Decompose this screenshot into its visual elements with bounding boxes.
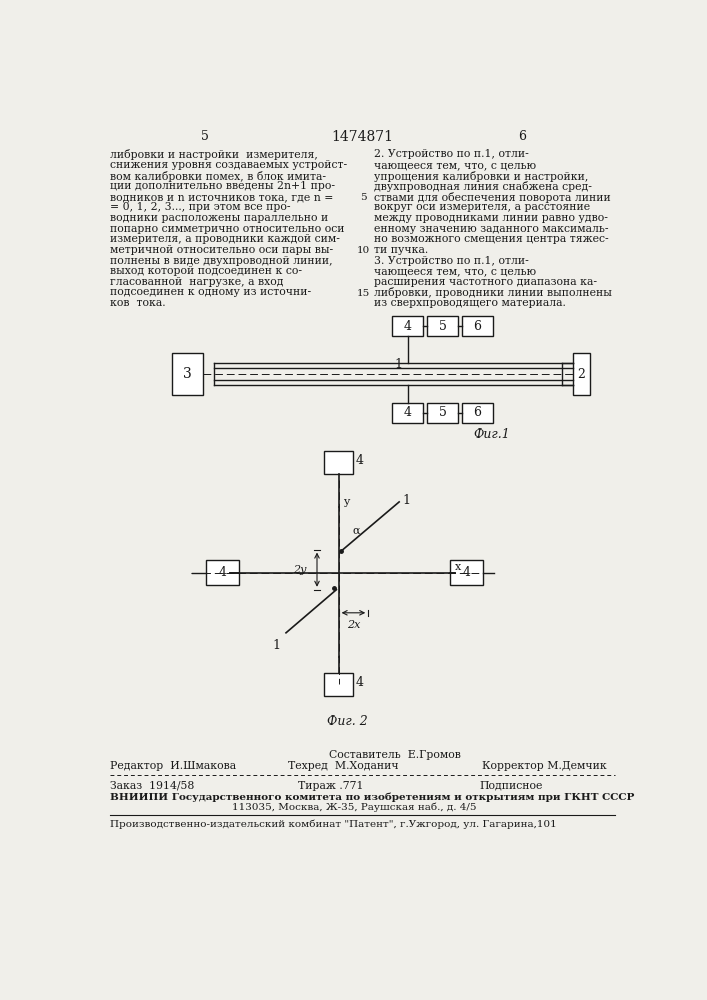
Text: ВНИИПИ Государственного комитета по изобретениям и открытиям при ГКНТ СССР: ВНИИПИ Государственного комитета по изоб…	[110, 793, 634, 802]
Text: x: x	[455, 562, 461, 572]
Text: Подписное: Подписное	[480, 781, 543, 791]
Text: ствами для обеспечения поворота линии: ствами для обеспечения поворота линии	[373, 192, 610, 203]
Text: α: α	[353, 525, 360, 535]
Text: 5: 5	[360, 193, 367, 202]
Bar	[450, 560, 483, 585]
Text: Корректор М.Демчик: Корректор М.Демчик	[482, 761, 607, 771]
Bar	[324, 451, 354, 474]
Text: 5: 5	[201, 130, 209, 143]
Text: ков  тока.: ков тока.	[110, 298, 165, 308]
Text: 4: 4	[404, 406, 411, 419]
Text: Тираж .771: Тираж .771	[298, 781, 363, 791]
Bar	[573, 353, 590, 395]
Text: 5: 5	[438, 406, 447, 419]
Text: енному значению заданного максималь-: енному значению заданного максималь-	[373, 224, 608, 234]
Text: 2x: 2x	[346, 620, 360, 630]
Text: 1: 1	[395, 358, 402, 371]
Text: Редактор  И.Шмакова: Редактор И.Шмакова	[110, 761, 236, 771]
Bar	[392, 403, 423, 423]
Text: 2y: 2y	[293, 565, 307, 575]
Bar	[427, 316, 458, 336]
Bar	[172, 353, 203, 395]
Text: 1: 1	[273, 639, 281, 652]
Text: 4: 4	[462, 566, 471, 579]
Text: двухпроводная линия снабжена сред-: двухпроводная линия снабжена сред-	[373, 181, 592, 192]
Text: 10: 10	[357, 246, 370, 255]
Text: = 0, 1, 2, 3..., при этом все про-: = 0, 1, 2, 3..., при этом все про-	[110, 202, 291, 212]
Text: Фиг. 2: Фиг. 2	[327, 715, 368, 728]
Text: Производственно-издательский комбинат "Патент", г.Ужгород, ул. Гагарина,101: Производственно-издательский комбинат "П…	[110, 819, 557, 829]
Text: 4: 4	[356, 676, 363, 689]
Text: расширения частотного диапазона ка-: расширения частотного диапазона ка-	[373, 277, 597, 287]
Text: между проводниками линии равно удво-: между проводниками линии равно удво-	[373, 213, 607, 223]
Text: 113035, Москва, Ж-35, Раушская наб., д. 4/5: 113035, Москва, Ж-35, Раушская наб., д. …	[232, 803, 477, 812]
Text: 4: 4	[404, 320, 411, 333]
Text: 1474871: 1474871	[331, 130, 393, 144]
Text: гласованной  нагрузке, а вход: гласованной нагрузке, а вход	[110, 277, 284, 287]
Bar	[427, 403, 458, 423]
Text: попарно симметрично относительно оси: попарно симметрично относительно оси	[110, 224, 344, 234]
Text: чающееся тем, что, с целью: чающееся тем, что, с целью	[373, 160, 536, 170]
Text: упрощения калибровки и настройки,: упрощения калибровки и настройки,	[373, 171, 588, 182]
Text: 5: 5	[438, 320, 447, 333]
Text: водники расположены параллельно и: водники расположены параллельно и	[110, 213, 328, 223]
Text: метричной относительно оси пары вы-: метричной относительно оси пары вы-	[110, 245, 333, 255]
Text: 6: 6	[474, 320, 481, 333]
Text: 6: 6	[518, 130, 527, 143]
Text: вокруг оси измерителя, а расстояние: вокруг оси измерителя, а расстояние	[373, 202, 590, 212]
Text: чающееся тем, что, с целью: чающееся тем, что, с целью	[373, 266, 536, 276]
Text: либровки и настройки  измерителя,: либровки и настройки измерителя,	[110, 149, 318, 160]
Text: но возможного смещения центра тяжес-: но возможного смещения центра тяжес-	[373, 234, 608, 244]
Text: 6: 6	[474, 406, 481, 419]
Bar	[462, 316, 493, 336]
Bar	[324, 673, 354, 696]
Text: 3: 3	[183, 367, 192, 381]
Text: водников и n источников тока, где n =: водников и n источников тока, где n =	[110, 192, 334, 202]
Text: Составитель  Е.Громов: Составитель Е.Громов	[329, 750, 460, 760]
Text: измерителя, а проводники каждой сим-: измерителя, а проводники каждой сим-	[110, 234, 340, 244]
Text: 2: 2	[578, 368, 585, 381]
Text: 4: 4	[356, 454, 363, 467]
Text: 4: 4	[218, 566, 226, 579]
Bar	[462, 403, 493, 423]
Text: ти пучка.: ти пучка.	[373, 245, 428, 255]
Text: 2. Устройство по п.1, отли-: 2. Устройство по п.1, отли-	[373, 149, 528, 159]
Text: вом калибровки помех, в блок имита-: вом калибровки помех, в блок имита-	[110, 171, 326, 182]
Bar	[392, 316, 423, 336]
Text: 1: 1	[402, 494, 410, 507]
Text: Техред  М.Ходанич: Техред М.Ходанич	[288, 761, 399, 771]
Text: Фиг.1: Фиг.1	[474, 428, 510, 441]
Text: 15: 15	[357, 289, 370, 298]
Text: Заказ  1914/58: Заказ 1914/58	[110, 781, 194, 791]
Text: ции дополнительно введены 2n+1 про-: ции дополнительно введены 2n+1 про-	[110, 181, 335, 191]
Text: подсоединен к одному из источни-: подсоединен к одному из источни-	[110, 287, 311, 297]
Text: либровки, проводники линии выполнены: либровки, проводники линии выполнены	[373, 287, 612, 298]
Text: снижения уровня создаваемых устройст-: снижения уровня создаваемых устройст-	[110, 160, 347, 170]
Text: выход которой подсоединен к со-: выход которой подсоединен к со-	[110, 266, 302, 276]
Text: y: y	[344, 497, 349, 507]
Bar	[206, 560, 239, 585]
Text: полнены в виде двухпроводной линии,: полнены в виде двухпроводной линии,	[110, 256, 333, 266]
Text: 3. Устройство по п.1, отли-: 3. Устройство по п.1, отли-	[373, 256, 528, 266]
Text: из сверхпроводящего материала.: из сверхпроводящего материала.	[373, 298, 566, 308]
